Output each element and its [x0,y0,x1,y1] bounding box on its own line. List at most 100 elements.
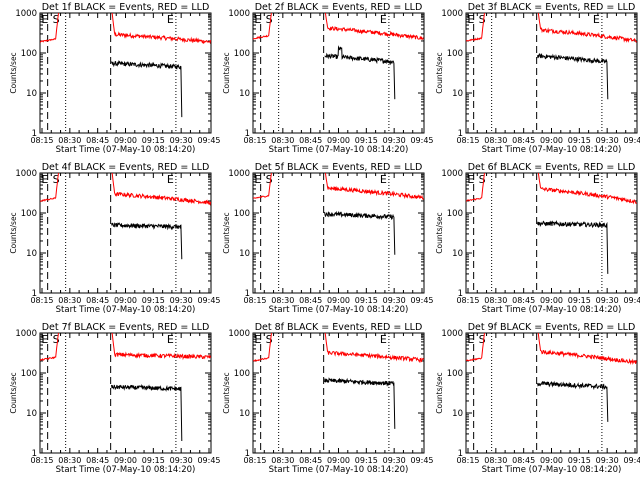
x-tick-label: 09:15 [568,296,591,305]
x-tick-label: 09:00 [327,296,350,305]
x-tick-label: 09:30 [383,456,406,465]
marker-letter: E [254,333,261,346]
x-axis-label: Start Time (07-May-10 08:14:20) [56,305,196,315]
y-tick-label: 1000 [441,169,463,179]
y-tick-label: 1000 [228,329,250,339]
y-axis-label: Counts/sec [435,212,444,253]
marker-letter: E [41,13,48,26]
x-tick-label: 08:45 [299,456,322,465]
x-tick-label: 09:00 [540,136,563,145]
lld-series-line [253,333,424,364]
y-tick-label: 100 [447,369,463,379]
x-tick-label: 08:45 [299,296,322,305]
x-tick-label: 09:00 [540,296,563,305]
x-tick-label: 08:15 [30,456,53,465]
x-tick-label: 09:00 [114,296,137,305]
y-tick-label: 1 [458,449,463,459]
panel-det-3f: Det 3f BLACK = Events, RED = LLD 1 10 100 10… [435,2,640,155]
x-tick-label: 08:45 [86,296,109,305]
marker-letter: S [479,333,486,346]
events-series-line [111,383,183,442]
lld-series-line [466,333,637,365]
x-tick-label: 08:30 [271,296,294,305]
panel-title: Det 3f BLACK = Events, RED = LLD [468,2,636,13]
x-tick-label: 09:30 [170,136,193,145]
lld-series-line [40,13,211,45]
panel-title: Det 6f BLACK = Events, RED = LLD [468,162,636,173]
x-axis-label: Start Time (07-May-10 08:14:20) [56,465,196,475]
x-tick-label: 09:45 [623,136,640,145]
marker-letter: E [380,173,387,186]
events-series-line [324,45,396,100]
x-tick-label: 08:15 [456,136,479,145]
x-axis-label: Start Time (07-May-10 08:14:20) [482,305,622,315]
y-tick-label: 1000 [228,169,250,179]
x-tick-label: 09:45 [410,296,433,305]
events-series-line [537,219,609,274]
events-series-line [537,380,609,422]
y-axis-label: Counts/sec [222,52,231,93]
events-series-line [324,377,396,429]
y-tick-label: 100 [234,49,250,59]
panel-det-2f: Det 2f BLACK = Events, RED = LLD 1 10 100 10… [222,2,434,155]
y-tick-label: 100 [21,49,37,59]
panel-title: Det 4f BLACK = Events, RED = LLD [42,162,210,173]
x-tick-label: 09:45 [197,456,220,465]
x-tick-label: 08:30 [484,136,507,145]
y-tick-label: 10 [452,249,463,259]
y-tick-label: 100 [234,369,250,379]
x-tick-label: 09:15 [355,296,378,305]
y-tick-label: 1 [32,449,37,459]
x-tick-label: 09:00 [114,456,137,465]
events-series-line [537,53,609,100]
marker-letter: E [167,173,174,186]
marker-letter: E [167,13,174,26]
y-tick-label: 10 [26,409,37,419]
x-tick-label: 08:30 [271,456,294,465]
x-tick-label: 08:30 [271,136,294,145]
panel-det-9f: Det 9f BLACK = Events, RED = LLD 1 10 100 10… [435,322,640,475]
x-tick-label: 09:15 [142,456,165,465]
x-tick-label: 08:15 [243,296,266,305]
panel-det-7f: Det 7f BLACK = Events, RED = LLD 1 10 100 10… [9,322,221,475]
y-tick-label: 1 [32,289,37,299]
x-axis-label: Start Time (07-May-10 08:14:20) [56,145,196,155]
panel-title: Det 1f BLACK = Events, RED = LLD [42,2,210,13]
marker-letter: S [53,333,60,346]
x-tick-label: 09:15 [355,456,378,465]
marker-letter: S [266,333,273,346]
panel-det-4f: Det 4f BLACK = Events, RED = LLD 1 10 100 10… [9,162,221,315]
panel-title: Det 2f BLACK = Events, RED = LLD [255,2,423,13]
marker-letter: S [266,13,273,26]
y-tick-label: 10 [26,89,37,99]
x-tick-label: 09:30 [383,296,406,305]
x-tick-label: 09:15 [142,136,165,145]
y-tick-label: 100 [21,209,37,219]
x-axis-label: Start Time (07-May-10 08:14:20) [482,145,622,155]
x-tick-label: 09:45 [623,296,640,305]
x-tick-label: 09:45 [197,296,220,305]
x-tick-label: 09:15 [568,456,591,465]
y-axis-label: Counts/sec [9,212,18,253]
panel-det-1f: Det 1f BLACK = Events, RED = LLD 1 10 100 10… [9,2,221,155]
y-axis-label: Counts/sec [9,372,18,413]
x-tick-label: 09:00 [327,456,350,465]
x-tick-label: 08:30 [484,456,507,465]
x-tick-label: 08:15 [243,456,266,465]
x-tick-label: 09:00 [540,456,563,465]
x-tick-label: 08:15 [456,456,479,465]
y-tick-label: 1 [245,289,250,299]
y-tick-label: 100 [234,209,250,219]
y-axis-label: Counts/sec [9,52,18,93]
marker-letter: S [266,173,273,186]
panel-title: Det 5f BLACK = Events, RED = LLD [255,162,423,173]
x-axis-label: Start Time (07-May-10 08:14:20) [269,465,409,475]
marker-letter: S [479,173,486,186]
y-axis-label: Counts/sec [435,52,444,93]
x-tick-label: 09:45 [197,136,220,145]
y-axis-label: Counts/sec [222,212,231,253]
x-tick-label: 08:30 [58,136,81,145]
y-tick-label: 10 [239,89,250,99]
marker-letter: S [53,173,60,186]
lld-series-line [253,173,424,200]
